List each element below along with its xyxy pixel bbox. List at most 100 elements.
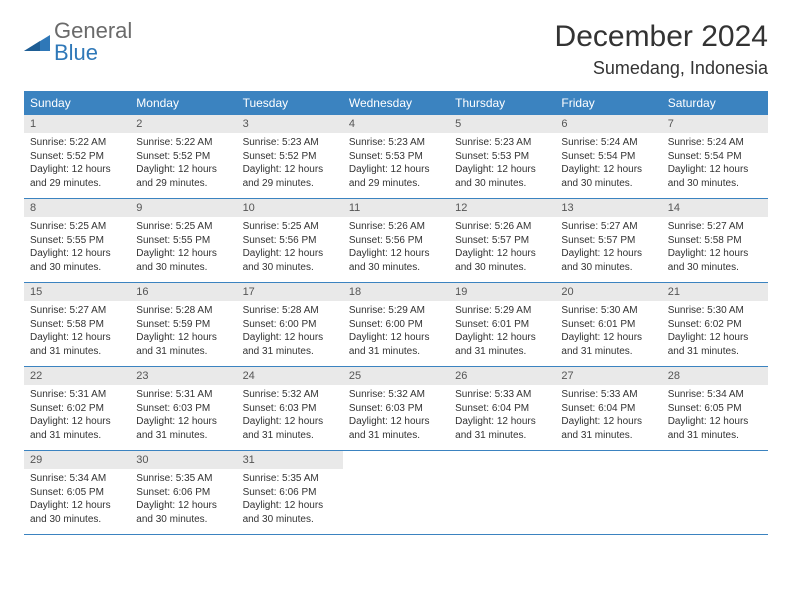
sunrise-line: Sunrise: 5:24 AM — [561, 136, 655, 150]
day-body: Sunrise: 5:32 AMSunset: 6:03 PMDaylight:… — [237, 385, 343, 450]
day-body: Sunrise: 5:33 AMSunset: 6:04 PMDaylight:… — [555, 385, 661, 450]
day-body: Sunrise: 5:26 AMSunset: 5:56 PMDaylight:… — [343, 217, 449, 282]
calendar-day-cell: 7Sunrise: 5:24 AMSunset: 5:54 PMDaylight… — [662, 115, 768, 198]
day-number: 21 — [662, 283, 768, 301]
sunset-line: Sunset: 5:54 PM — [668, 150, 762, 164]
day-number — [555, 451, 661, 469]
day-body: Sunrise: 5:25 AMSunset: 5:55 PMDaylight:… — [24, 217, 130, 282]
day-number: 8 — [24, 199, 130, 217]
day-number: 15 — [24, 283, 130, 301]
daylight-line: Daylight: 12 hours and 30 minutes. — [455, 163, 549, 190]
daylight-line: Daylight: 12 hours and 31 minutes. — [455, 415, 549, 442]
weekday-header: Friday — [555, 91, 661, 115]
day-number: 6 — [555, 115, 661, 133]
calendar-week-row: 29Sunrise: 5:34 AMSunset: 6:05 PMDayligh… — [24, 451, 768, 535]
sunrise-line: Sunrise: 5:32 AM — [243, 388, 337, 402]
daylight-line: Daylight: 12 hours and 30 minutes. — [349, 247, 443, 274]
daylight-line: Daylight: 12 hours and 29 minutes. — [243, 163, 337, 190]
day-number: 30 — [130, 451, 236, 469]
sunrise-line: Sunrise: 5:29 AM — [455, 304, 549, 318]
sunset-line: Sunset: 6:03 PM — [136, 402, 230, 416]
sunrise-line: Sunrise: 5:35 AM — [136, 472, 230, 486]
daylight-line: Daylight: 12 hours and 30 minutes. — [243, 499, 337, 526]
day-body: Sunrise: 5:35 AMSunset: 6:06 PMDaylight:… — [237, 469, 343, 534]
day-body: Sunrise: 5:28 AMSunset: 6:00 PMDaylight:… — [237, 301, 343, 366]
sunset-line: Sunset: 5:52 PM — [136, 150, 230, 164]
day-body: Sunrise: 5:25 AMSunset: 5:56 PMDaylight:… — [237, 217, 343, 282]
sunrise-line: Sunrise: 5:33 AM — [561, 388, 655, 402]
sunrise-line: Sunrise: 5:23 AM — [243, 136, 337, 150]
weekday-header-row: SundayMondayTuesdayWednesdayThursdayFrid… — [24, 91, 768, 115]
daylight-line: Daylight: 12 hours and 31 minutes. — [243, 415, 337, 442]
day-body: Sunrise: 5:29 AMSunset: 6:00 PMDaylight:… — [343, 301, 449, 366]
calendar-day-cell: 30Sunrise: 5:35 AMSunset: 6:06 PMDayligh… — [130, 451, 236, 534]
location: Sumedang, Indonesia — [555, 58, 768, 79]
sunset-line: Sunset: 5:58 PM — [668, 234, 762, 248]
day-number: 1 — [24, 115, 130, 133]
weekday-header: Wednesday — [343, 91, 449, 115]
day-body: Sunrise: 5:26 AMSunset: 5:57 PMDaylight:… — [449, 217, 555, 282]
sunset-line: Sunset: 5:57 PM — [561, 234, 655, 248]
day-number: 9 — [130, 199, 236, 217]
day-body: Sunrise: 5:22 AMSunset: 5:52 PMDaylight:… — [24, 133, 130, 198]
sunrise-line: Sunrise: 5:28 AM — [243, 304, 337, 318]
calendar-day-cell — [343, 451, 449, 534]
sunrise-line: Sunrise: 5:27 AM — [668, 220, 762, 234]
sunrise-line: Sunrise: 5:29 AM — [349, 304, 443, 318]
daylight-line: Daylight: 12 hours and 30 minutes. — [561, 163, 655, 190]
day-body: Sunrise: 5:24 AMSunset: 5:54 PMDaylight:… — [555, 133, 661, 198]
sunrise-line: Sunrise: 5:34 AM — [668, 388, 762, 402]
calendar-day-cell: 22Sunrise: 5:31 AMSunset: 6:02 PMDayligh… — [24, 367, 130, 450]
day-number: 3 — [237, 115, 343, 133]
sunrise-line: Sunrise: 5:32 AM — [349, 388, 443, 402]
sunset-line: Sunset: 5:58 PM — [30, 318, 124, 332]
sunrise-line: Sunrise: 5:27 AM — [561, 220, 655, 234]
day-number: 19 — [449, 283, 555, 301]
day-number: 14 — [662, 199, 768, 217]
calendar-day-cell: 14Sunrise: 5:27 AMSunset: 5:58 PMDayligh… — [662, 199, 768, 282]
day-number: 13 — [555, 199, 661, 217]
calendar-week-row: 15Sunrise: 5:27 AMSunset: 5:58 PMDayligh… — [24, 283, 768, 367]
day-body: Sunrise: 5:32 AMSunset: 6:03 PMDaylight:… — [343, 385, 449, 450]
daylight-line: Daylight: 12 hours and 31 minutes. — [668, 415, 762, 442]
calendar-day-cell: 11Sunrise: 5:26 AMSunset: 5:56 PMDayligh… — [343, 199, 449, 282]
calendar-day-cell — [449, 451, 555, 534]
day-body: Sunrise: 5:29 AMSunset: 6:01 PMDaylight:… — [449, 301, 555, 366]
daylight-line: Daylight: 12 hours and 31 minutes. — [243, 331, 337, 358]
sunset-line: Sunset: 6:01 PM — [455, 318, 549, 332]
sunset-line: Sunset: 5:55 PM — [136, 234, 230, 248]
day-number: 27 — [555, 367, 661, 385]
day-number: 2 — [130, 115, 236, 133]
day-body: Sunrise: 5:33 AMSunset: 6:04 PMDaylight:… — [449, 385, 555, 450]
day-body — [555, 469, 661, 531]
daylight-line: Daylight: 12 hours and 30 minutes. — [561, 247, 655, 274]
logo-triangle-icon — [24, 29, 50, 56]
day-body: Sunrise: 5:22 AMSunset: 5:52 PMDaylight:… — [130, 133, 236, 198]
sunrise-line: Sunrise: 5:34 AM — [30, 472, 124, 486]
day-body: Sunrise: 5:27 AMSunset: 5:57 PMDaylight:… — [555, 217, 661, 282]
daylight-line: Daylight: 12 hours and 30 minutes. — [455, 247, 549, 274]
day-body: Sunrise: 5:23 AMSunset: 5:53 PMDaylight:… — [449, 133, 555, 198]
day-number: 26 — [449, 367, 555, 385]
day-body: Sunrise: 5:23 AMSunset: 5:52 PMDaylight:… — [237, 133, 343, 198]
logo-word-blue: Blue — [54, 40, 98, 65]
sunset-line: Sunset: 6:06 PM — [243, 486, 337, 500]
daylight-line: Daylight: 12 hours and 31 minutes. — [136, 331, 230, 358]
daylight-line: Daylight: 12 hours and 29 minutes. — [136, 163, 230, 190]
sunset-line: Sunset: 5:54 PM — [561, 150, 655, 164]
day-number: 22 — [24, 367, 130, 385]
calendar-day-cell: 3Sunrise: 5:23 AMSunset: 5:52 PMDaylight… — [237, 115, 343, 198]
day-number: 17 — [237, 283, 343, 301]
calendar-day-cell: 10Sunrise: 5:25 AMSunset: 5:56 PMDayligh… — [237, 199, 343, 282]
sunset-line: Sunset: 6:03 PM — [349, 402, 443, 416]
sunrise-line: Sunrise: 5:25 AM — [136, 220, 230, 234]
title-block: December 2024 Sumedang, Indonesia — [555, 20, 768, 79]
day-number: 24 — [237, 367, 343, 385]
calendar-day-cell: 28Sunrise: 5:34 AMSunset: 6:05 PMDayligh… — [662, 367, 768, 450]
day-body: Sunrise: 5:31 AMSunset: 6:02 PMDaylight:… — [24, 385, 130, 450]
calendar-day-cell: 29Sunrise: 5:34 AMSunset: 6:05 PMDayligh… — [24, 451, 130, 534]
logo-text: General Blue — [54, 20, 132, 64]
calendar-day-cell: 18Sunrise: 5:29 AMSunset: 6:00 PMDayligh… — [343, 283, 449, 366]
day-number: 25 — [343, 367, 449, 385]
calendar-day-cell: 21Sunrise: 5:30 AMSunset: 6:02 PMDayligh… — [662, 283, 768, 366]
